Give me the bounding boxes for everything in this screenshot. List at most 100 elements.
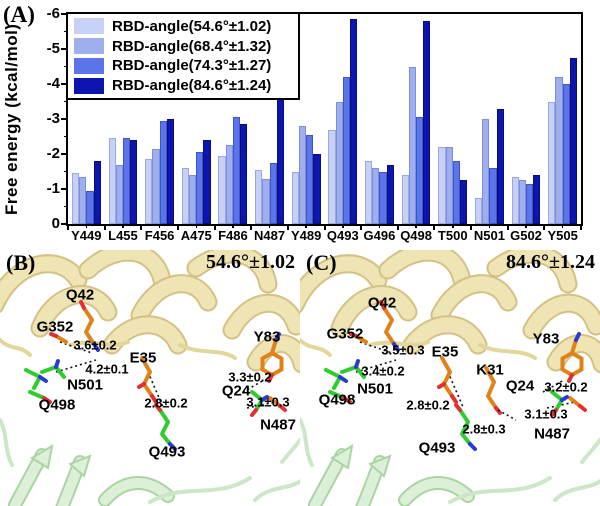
bar <box>130 140 138 224</box>
residue-label: Q493 <box>418 439 456 457</box>
x-tick <box>213 224 216 230</box>
y-tick-label: 0 <box>51 215 60 232</box>
x-tick <box>140 224 143 230</box>
y-tick <box>61 118 68 120</box>
bar <box>526 183 534 224</box>
distance-label: 3.1±0.3 <box>246 394 290 410</box>
x-tick-minor <box>85 224 88 228</box>
legend-item: RBD-angle(84.6°±1.24) <box>68 76 298 95</box>
residue-label: Q498 <box>318 391 356 409</box>
bar <box>255 169 263 224</box>
x-tick-minor <box>232 224 234 228</box>
panel-b-angle-title: 54.6°±1.02 <box>206 251 295 273</box>
x-tick-label: N487 <box>253 228 286 243</box>
panel-a-label: (A) <box>3 2 35 27</box>
residue-label: K31 <box>476 361 504 379</box>
legend-label: RBD-angle(74.3°±1.27) <box>112 57 272 75</box>
x-tick-minor <box>561 224 564 228</box>
bar <box>459 180 468 224</box>
x-tick <box>67 224 69 230</box>
distance-label: 2.8±0.2 <box>406 397 450 413</box>
x-tick <box>433 224 436 230</box>
bar <box>518 180 527 224</box>
bar <box>152 148 160 224</box>
bar <box>328 129 336 224</box>
molecule-render-c <box>300 250 600 506</box>
panel-c-angle-title: 84.6°±1.24 <box>506 251 595 273</box>
bar <box>306 134 314 224</box>
residue-label: N501 <box>67 376 103 394</box>
residue-label: Q24 <box>505 377 535 395</box>
x-tick-label: Y489 <box>290 228 322 243</box>
bar <box>496 108 504 224</box>
distance-label: 3.2±0.2 <box>544 379 588 395</box>
y-tick <box>61 48 68 50</box>
residue-label: Q42 <box>65 286 95 304</box>
bar <box>438 147 446 224</box>
x-tick <box>360 224 363 230</box>
distance-label: 2.8±0.3 <box>462 421 506 437</box>
bar <box>115 164 123 224</box>
legend-label: RBD-angle(54.6°±1.02) <box>112 17 272 35</box>
bar <box>159 120 167 224</box>
bar <box>262 178 270 224</box>
residue-label: Q493 <box>148 443 186 461</box>
bar <box>365 161 373 224</box>
panel-b-structure: (B) 54.6°±1.02 Q42 G352 E35 Y83 N501 Q498 Q24 N… <box>0 250 300 506</box>
x-tick-label: Y449 <box>71 228 102 243</box>
legend-swatch <box>74 77 104 94</box>
bar <box>122 138 131 224</box>
bar <box>93 161 101 224</box>
bar <box>416 117 424 224</box>
distance-label: 3.4±0.2 <box>361 363 405 379</box>
residue-label: Y83 <box>253 328 281 346</box>
y-tick-label: -1 <box>46 180 60 197</box>
x-tick-minor <box>158 224 161 228</box>
legend-item: RBD-angle(74.3°±1.27) <box>68 56 298 75</box>
legend-swatch <box>74 18 104 35</box>
x-tick <box>580 224 582 230</box>
bar <box>474 197 483 224</box>
x-tick-label: Q498 <box>400 228 432 243</box>
bar <box>108 138 116 224</box>
residue-label: N501 <box>357 380 393 398</box>
bar <box>79 176 87 224</box>
x-tick <box>543 224 546 230</box>
bar <box>401 175 409 224</box>
x-tick <box>396 224 399 230</box>
x-tick-minor <box>525 224 527 228</box>
bar <box>555 77 563 224</box>
residue-label: Q42 <box>367 294 397 312</box>
bar <box>548 101 556 224</box>
x-tick-label: F486 <box>218 228 248 243</box>
bar <box>203 140 211 224</box>
x-tick-label: T500 <box>437 228 468 243</box>
bar <box>569 57 578 224</box>
x-tick-label: G502 <box>510 228 542 243</box>
y-tick <box>61 13 68 15</box>
x-tick <box>323 224 326 230</box>
residue-label: Q498 <box>38 396 76 414</box>
bar <box>452 161 460 224</box>
bar <box>511 176 519 224</box>
legend-label: RBD-angle(84.6°±1.24) <box>112 77 272 95</box>
panel-c-label: (C) <box>306 250 337 275</box>
bar <box>350 19 358 224</box>
residue-label: Q24 <box>221 382 251 400</box>
residue-label: Y83 <box>532 330 560 348</box>
bar <box>562 84 570 224</box>
y-tick-minor <box>64 170 68 173</box>
bar <box>298 126 307 224</box>
bar <box>291 171 299 224</box>
bar <box>166 119 174 224</box>
bar <box>145 159 153 224</box>
x-tick-minor <box>122 224 124 228</box>
x-tick-minor <box>305 224 307 228</box>
residue-label: E35 <box>129 349 157 367</box>
bar <box>335 101 343 224</box>
legend-swatch <box>74 38 104 55</box>
distance-label: 3.6±0.2 <box>73 337 117 353</box>
distance-label: 3.5±0.3 <box>381 342 425 358</box>
x-tick-label: A475 <box>180 228 212 243</box>
bar <box>232 117 241 224</box>
